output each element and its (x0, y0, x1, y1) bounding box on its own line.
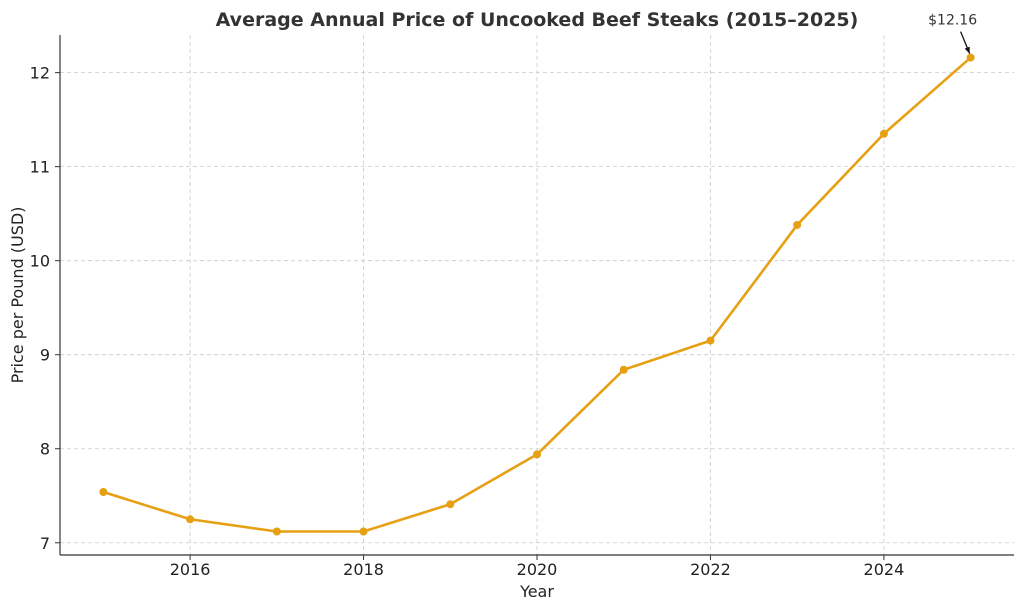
data-point (619, 365, 628, 374)
annotation-group: $12.16 (928, 13, 977, 54)
y-tick-label: 8 (40, 440, 50, 459)
y-tick-label: 10 (30, 252, 50, 271)
data-point (99, 487, 108, 496)
data-point (966, 53, 975, 62)
chart-title: Average Annual Price of Uncooked Beef St… (216, 9, 859, 31)
x-tick-label: 2020 (517, 560, 558, 579)
y-ticks: 7 8 9 10 11 12 (30, 64, 60, 553)
data-point (533, 450, 541, 459)
x-tick-label: 2016 (170, 560, 211, 579)
data-point (793, 220, 802, 229)
y-tick-label: 7 (40, 534, 50, 553)
data-point (879, 129, 888, 138)
data-point (359, 527, 368, 536)
x-tick-label: 2022 (690, 560, 731, 579)
series-group (99, 53, 975, 536)
annotation-label: $12.16 (928, 13, 977, 29)
x-axis-label: Year (519, 582, 554, 601)
y-axis-label: Price per Pound (USD) (8, 207, 27, 384)
x-tick-label: 2018 (343, 560, 384, 579)
y-tick-label: 9 (40, 346, 50, 365)
annotation-arrowhead (964, 46, 970, 54)
data-point (272, 527, 281, 536)
data-point (186, 515, 195, 524)
y-tick-label: 11 (30, 158, 50, 177)
x-ticks: 2016 2018 2020 2022 2024 (170, 555, 905, 579)
data-point (706, 336, 715, 345)
y-tick-label: 12 (30, 64, 50, 83)
data-point (446, 500, 455, 509)
x-tick-label: 2024 (864, 560, 905, 579)
grid-lines (60, 35, 1014, 555)
